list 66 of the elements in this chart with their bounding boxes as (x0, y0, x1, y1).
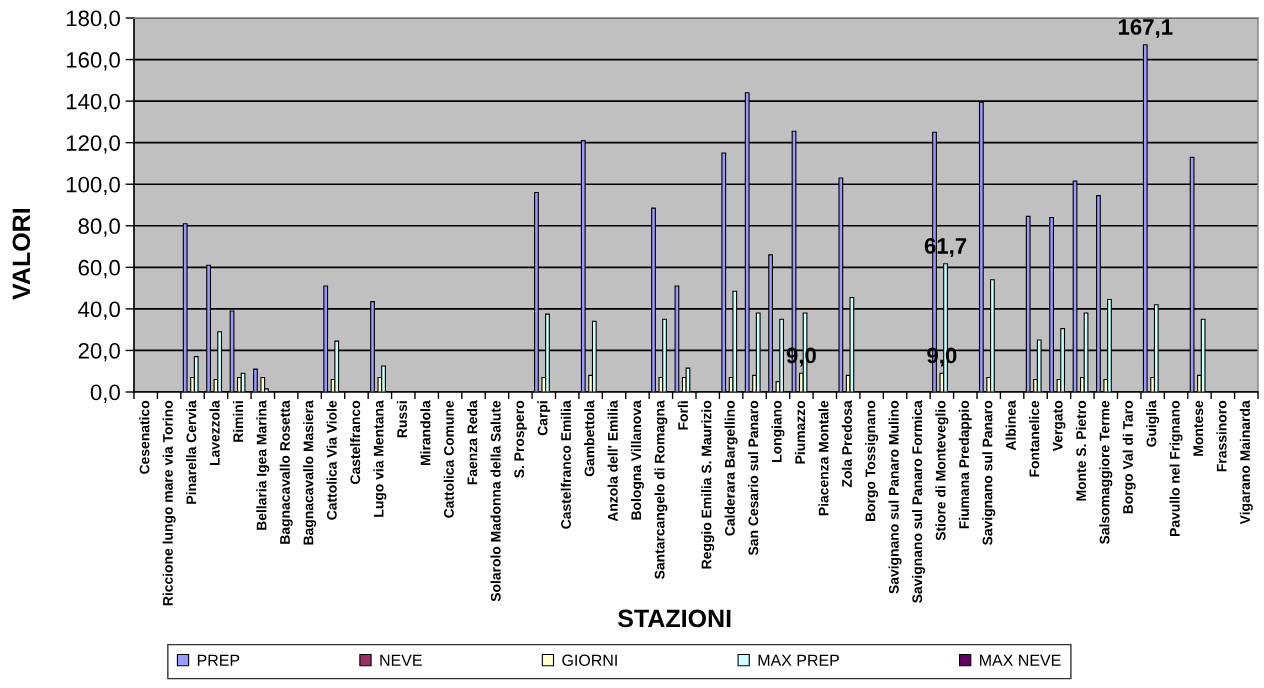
x-tick-label: Borgo Tossignano (865, 400, 879, 522)
x-tick-label: Guiglia (1146, 400, 1160, 447)
x-tick-label: Anzola dell' Emilia (607, 400, 618, 522)
x-tick-label: Longiano (771, 400, 785, 462)
y-tick-label: 40,0 (78, 301, 120, 320)
y-tick-label: 120,0 (66, 135, 120, 154)
x-tick-label: Calderara Bargellino (724, 400, 738, 536)
x-tick-label: Pinarella Cervia (186, 400, 197, 504)
x-tick-label: Faenza Reda (467, 400, 478, 485)
x-tick-label: Monte S. Pietro (1075, 400, 1087, 501)
x-tick-label: Cesenatico (139, 400, 150, 474)
x-tick-label: Frassinoro (1216, 400, 1227, 472)
x-tick-label: Carpi (537, 401, 551, 436)
x-tick-label: Pavullo nel Frignano (1169, 400, 1183, 536)
x-tick-label: Fiumana Predappio (958, 400, 972, 529)
x-tick-label: Bologna Villanova (630, 400, 644, 520)
x-tick-label: Piacenza Montale (818, 400, 829, 516)
x-tick-label: Bagnacavallo Rosetta (279, 400, 293, 544)
x-tick-label: Reggio Emilia S. Maurizio (701, 400, 715, 569)
x-tick-label: Bagnacavallo Masiera (303, 400, 317, 545)
x-tick-label: Solarolo Madonna della Salute (490, 400, 501, 602)
x-tick-label: San Cesario sul Panaro (748, 400, 759, 556)
x-tick-label: Bellaria Igea Marina (256, 400, 270, 530)
x-tick-label: Vergato (1052, 400, 1066, 452)
x-tick-label: Lugo via Mentana (373, 400, 387, 517)
x-tick-label: Salsomaggiore Terme (1099, 400, 1113, 545)
x-tick-label: Fontanelice (1029, 400, 1040, 477)
x-tick-label: Piumazzo (794, 400, 806, 464)
y-axis-title: VALORI (12, 208, 31, 300)
legend-label: MAX NEVE (980, 654, 1061, 666)
x-tick-label: Forlì (677, 401, 689, 430)
legend-label: MAX PREP (758, 654, 839, 666)
x-tick-label: Montese (1193, 400, 1204, 456)
legend-label: NEVE (380, 654, 422, 666)
y-tick-label: 0,0 (90, 384, 120, 403)
x-axis-title: STAZIONI (617, 609, 731, 628)
legend-label: GIORNI (562, 654, 617, 666)
x-tick-label: Stiore di Monteveglio (935, 400, 949, 541)
x-tick-label: Rimini (232, 401, 243, 442)
legend-label: PREP (197, 654, 240, 666)
x-tick-label: Cattolica Comune (443, 400, 454, 518)
x-tick-label: Riccione lungo mare via Torino (162, 400, 176, 606)
x-tick-label: Gambettola (584, 400, 595, 477)
y-tick-label: 100,0 (66, 176, 120, 196)
y-tick-label: 140,0 (66, 93, 120, 113)
x-tick-label: Borgo Val di Taro (1122, 400, 1136, 514)
x-tick-label: Savignano sul Panaro Mulino (888, 400, 902, 594)
x-tick-label: Vigarano Mainarda (1239, 400, 1253, 525)
x-tick-label: Mirandola (420, 400, 431, 465)
x-tick-label: Castelfranco (349, 400, 361, 484)
x-tick-label: Lavezzola (209, 400, 220, 466)
y-tick-label: 20,0 (78, 342, 120, 362)
x-tick-label: Santarcangelo di Romagna (654, 400, 668, 579)
y-tick-label: 160,0 (66, 52, 120, 71)
data-label: 167,1 (1118, 19, 1173, 39)
x-tick-label: S. Prospero (514, 400, 527, 478)
x-tick-label: Savignano sul Panaro (982, 400, 996, 546)
x-tick-label: Cattolica Via Viole (326, 400, 337, 520)
x-tick-label: Albinea (1005, 400, 1016, 451)
x-tick-label: Castelfranco Emilia (560, 400, 571, 529)
x-tick-label: Savignano sul Panaro Formica (911, 400, 925, 603)
y-tick-label: 80,0 (78, 218, 120, 237)
y-tick-label: 180,0 (66, 10, 120, 29)
x-tick-label: Russi (396, 401, 408, 438)
y-tick-label: 60,0 (78, 259, 120, 279)
x-tick-label: Zola Predosa (841, 400, 852, 488)
